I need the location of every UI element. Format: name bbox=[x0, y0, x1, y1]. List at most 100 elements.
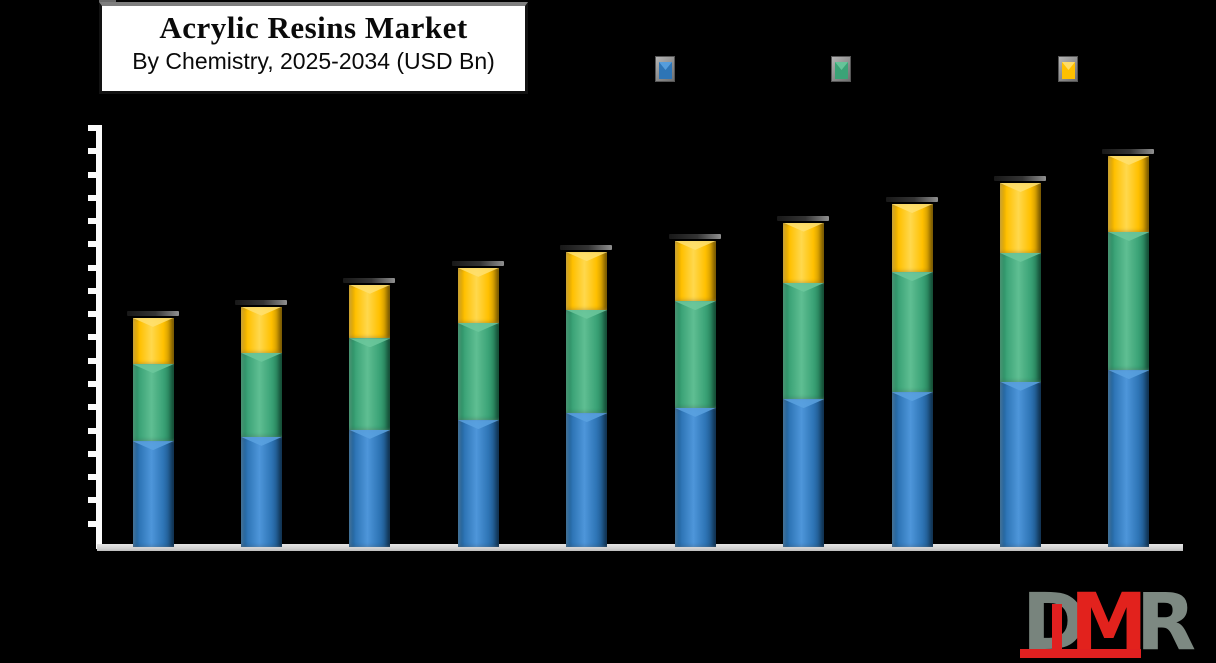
y-axis-tick bbox=[88, 171, 96, 178]
bar-bevel-highlight bbox=[891, 272, 933, 282]
bar-bevel-highlight bbox=[1108, 370, 1150, 380]
bar-2031-blue-series-segment bbox=[783, 399, 825, 547]
logo-red-underline bbox=[1020, 649, 1141, 658]
bar-bevel-highlight bbox=[1000, 381, 1042, 391]
y-axis-tick bbox=[88, 357, 96, 364]
y-axis-tick bbox=[88, 427, 96, 434]
logo-red-stroke bbox=[1052, 604, 1062, 652]
bar-bevel-highlight bbox=[783, 399, 825, 409]
bar-bevel-highlight bbox=[891, 204, 933, 213]
legend-swatch-bevel bbox=[835, 62, 848, 70]
chart-title: Acrylic Resins Market bbox=[159, 10, 468, 45]
bar-2028-top-shadow bbox=[451, 260, 504, 266]
y-axis-tick bbox=[88, 287, 96, 294]
y-axis-tick bbox=[88, 264, 96, 271]
bar-bevel-highlight bbox=[240, 352, 282, 362]
legend-swatch bbox=[659, 62, 672, 79]
bar-bevel-highlight bbox=[674, 407, 716, 417]
bar-bevel-highlight bbox=[891, 392, 933, 402]
bar-2033-yellow-series-segment bbox=[1000, 183, 1042, 253]
bar-2025-blue-series-segment bbox=[132, 441, 174, 547]
y-axis-tick bbox=[88, 520, 96, 527]
legend-marker-green-series bbox=[831, 56, 851, 82]
y-axis-line bbox=[96, 125, 102, 549]
bar-2030-blue-series-segment bbox=[674, 407, 716, 547]
bar-2030-yellow-series-segment bbox=[674, 240, 716, 302]
logo-letter-r: R bbox=[1136, 578, 1197, 663]
bar-2031-green-series-segment bbox=[783, 282, 825, 400]
bar-bevel-highlight bbox=[1000, 183, 1042, 192]
legend-marker-yellow-series bbox=[1058, 56, 1078, 82]
y-axis-tick bbox=[88, 148, 96, 155]
y-axis-tick bbox=[88, 497, 96, 504]
bar-bevel-highlight bbox=[566, 252, 608, 262]
bar-bevel-highlight bbox=[457, 267, 499, 277]
y-axis-tick bbox=[88, 311, 96, 318]
bar-2028-blue-series-segment bbox=[457, 420, 499, 547]
y-axis-tick bbox=[88, 381, 96, 388]
bar-2029-yellow-series-segment bbox=[566, 252, 608, 310]
bar-bevel-highlight bbox=[349, 429, 391, 439]
bar-2034-blue-series-segment bbox=[1108, 370, 1150, 547]
y-axis-tick bbox=[88, 334, 96, 341]
legend-marker-blue-series bbox=[655, 56, 675, 82]
bar-bevel-highlight bbox=[1108, 232, 1150, 241]
bar-2034-yellow-series-segment bbox=[1108, 155, 1150, 232]
bar-2029-blue-series-segment bbox=[566, 413, 608, 547]
y-axis-tick bbox=[88, 474, 96, 481]
bar-2030-green-series-segment bbox=[674, 301, 716, 408]
bar-2029-top-shadow bbox=[560, 245, 613, 251]
bar-2031-top-shadow bbox=[777, 215, 830, 221]
bar-2025-top-shadow bbox=[126, 310, 179, 316]
y-axis-tick bbox=[88, 124, 96, 131]
bar-2027-blue-series-segment bbox=[349, 429, 391, 547]
bar-2028-green-series-segment bbox=[457, 323, 499, 421]
bar-2032-yellow-series-segment bbox=[891, 204, 933, 273]
bar-2029-green-series-segment bbox=[566, 309, 608, 414]
legend-swatch-bevel bbox=[1062, 62, 1075, 70]
bar-bevel-highlight bbox=[349, 284, 391, 294]
bar-2033-blue-series-segment bbox=[1000, 381, 1042, 547]
bar-2032-green-series-segment bbox=[891, 272, 933, 393]
bar-bevel-highlight bbox=[132, 317, 174, 327]
dmr-logo: D M R bbox=[1018, 578, 1216, 663]
legend-swatch bbox=[1062, 62, 1075, 79]
bar-bevel-highlight bbox=[1108, 155, 1150, 165]
legend-swatch-bevel bbox=[659, 62, 672, 70]
bar-2026-yellow-series-segment bbox=[240, 306, 282, 353]
bar-bevel-highlight bbox=[566, 413, 608, 423]
bar-2025-yellow-series-segment bbox=[132, 317, 174, 365]
bar-2032-blue-series-segment bbox=[891, 392, 933, 547]
x-axis-baseline bbox=[97, 544, 1183, 551]
bar-2033-top-shadow bbox=[994, 176, 1047, 181]
bar-2027-yellow-series-segment bbox=[349, 284, 391, 339]
bar-bevel-highlight bbox=[566, 309, 608, 319]
bar-bevel-highlight bbox=[783, 282, 825, 292]
y-axis-tick bbox=[88, 194, 96, 201]
bar-bevel-highlight bbox=[674, 240, 716, 250]
y-axis-tick bbox=[88, 450, 96, 457]
bar-bevel-highlight bbox=[783, 222, 825, 232]
bar-bevel-highlight bbox=[457, 323, 499, 332]
bar-2028-yellow-series-segment bbox=[457, 267, 499, 323]
bar-bevel-highlight bbox=[349, 338, 391, 348]
bar-bevel-highlight bbox=[240, 306, 282, 316]
bar-2026-top-shadow bbox=[234, 299, 287, 305]
bar-2026-green-series-segment bbox=[240, 352, 282, 437]
bar-2030-top-shadow bbox=[668, 233, 721, 239]
y-axis-tick bbox=[88, 404, 96, 411]
bar-2026-blue-series-segment bbox=[240, 436, 282, 547]
legend-swatch bbox=[835, 62, 848, 79]
y-axis-tick bbox=[88, 218, 96, 225]
bar-bevel-highlight bbox=[132, 364, 174, 374]
bar-2034-green-series-segment bbox=[1108, 232, 1150, 371]
bar-bevel-highlight bbox=[1000, 253, 1042, 262]
bar-2027-top-shadow bbox=[343, 277, 396, 283]
bar-2033-green-series-segment bbox=[1000, 253, 1042, 382]
bar-2027-green-series-segment bbox=[349, 338, 391, 430]
bar-2034-top-shadow bbox=[1102, 148, 1155, 154]
y-axis-tick bbox=[88, 241, 96, 248]
bar-bevel-highlight bbox=[240, 436, 282, 446]
bar-2025-green-series-segment bbox=[132, 364, 174, 442]
